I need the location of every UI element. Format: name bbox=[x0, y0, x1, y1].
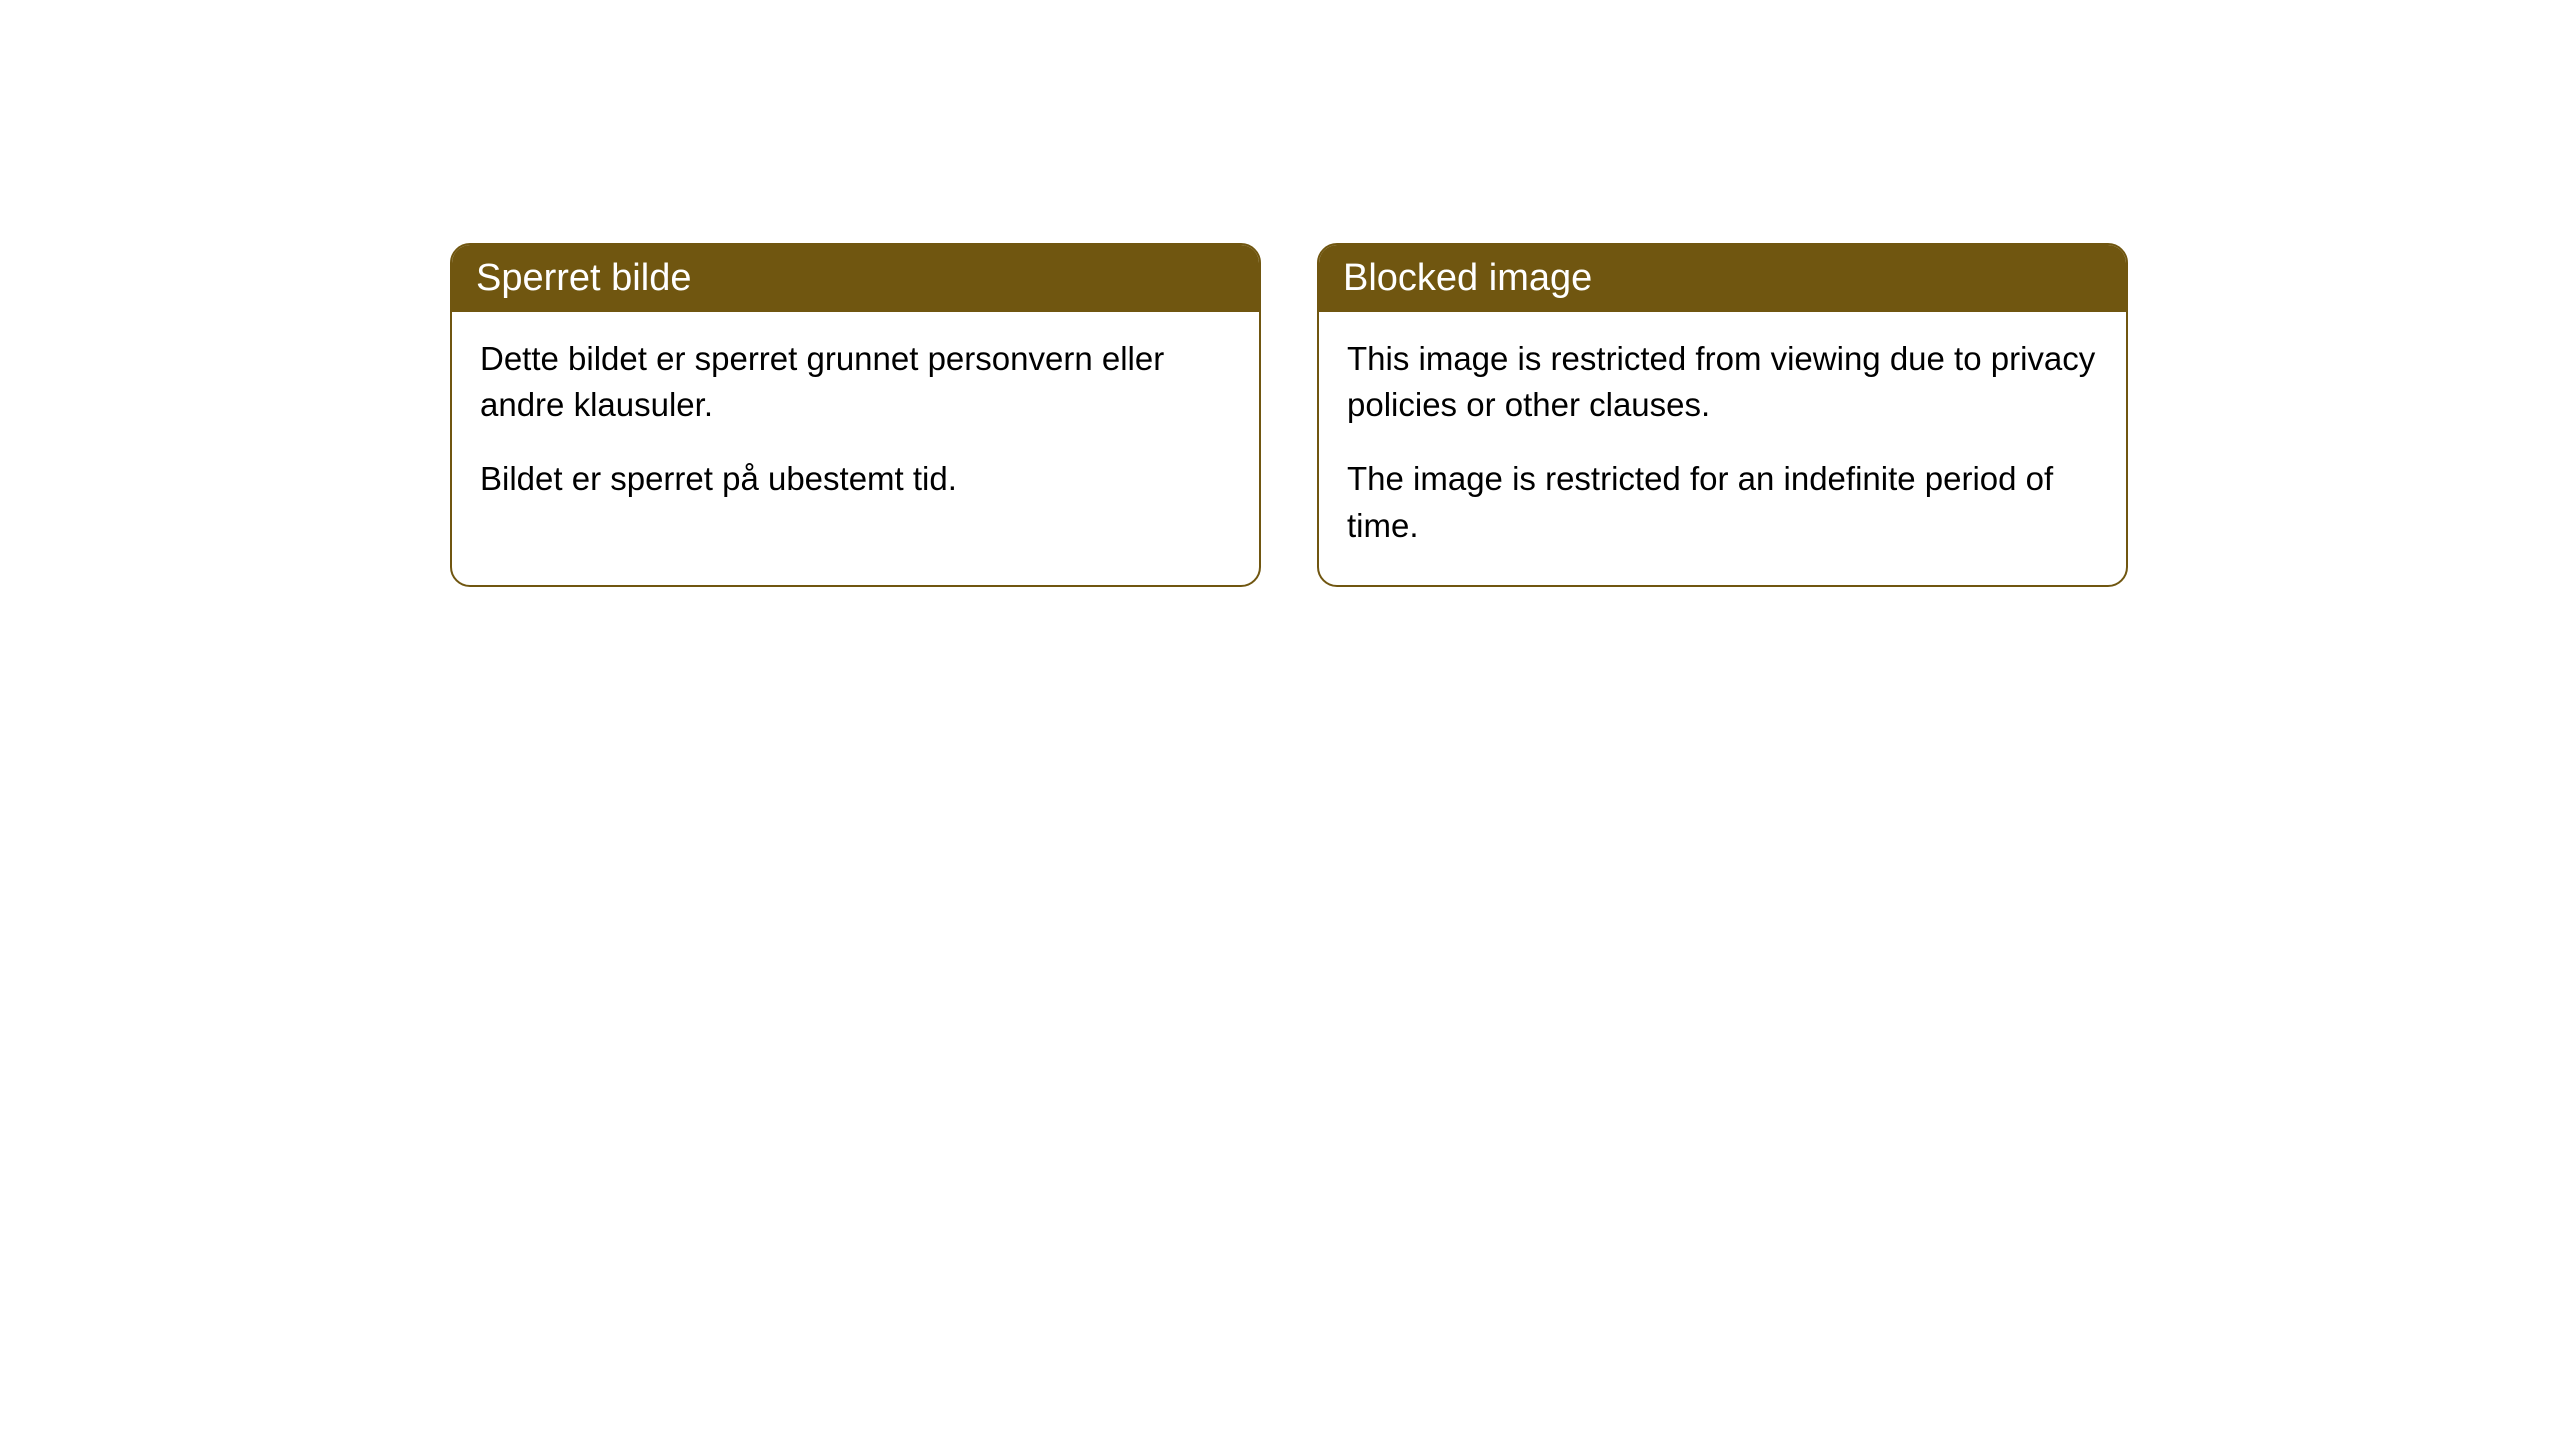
card-paragraph-1: Dette bildet er sperret grunnet personve… bbox=[480, 336, 1231, 428]
card-body-english: This image is restricted from viewing du… bbox=[1319, 312, 2126, 585]
card-title: Blocked image bbox=[1343, 257, 1592, 299]
card-body-norwegian: Dette bildet er sperret grunnet personve… bbox=[452, 312, 1259, 539]
blocked-image-card-norwegian: Sperret bilde Dette bildet er sperret gr… bbox=[450, 243, 1261, 587]
notice-cards-container: Sperret bilde Dette bildet er sperret gr… bbox=[0, 0, 2560, 587]
card-paragraph-2: The image is restricted for an indefinit… bbox=[1347, 456, 2098, 548]
blocked-image-card-english: Blocked image This image is restricted f… bbox=[1317, 243, 2128, 587]
card-title: Sperret bilde bbox=[476, 257, 691, 299]
card-header-english: Blocked image bbox=[1319, 245, 2126, 312]
card-header-norwegian: Sperret bilde bbox=[452, 245, 1259, 312]
card-paragraph-2: Bildet er sperret på ubestemt tid. bbox=[480, 456, 1231, 502]
card-paragraph-1: This image is restricted from viewing du… bbox=[1347, 336, 2098, 428]
